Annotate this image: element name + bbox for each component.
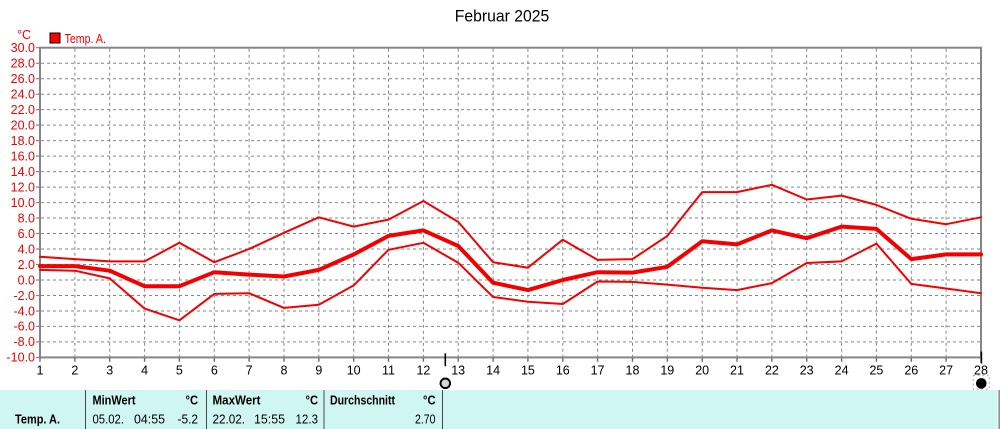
svg-text:3: 3: [106, 364, 113, 378]
svg-text:05.02.: 05.02.: [93, 412, 125, 427]
svg-text:-5.2: -5.2: [178, 412, 199, 427]
svg-text:Februar 2025: Februar 2025: [455, 7, 550, 26]
svg-text:17: 17: [591, 364, 605, 378]
svg-text:°C: °C: [17, 28, 31, 42]
svg-text:20.0: 20.0: [11, 118, 35, 132]
svg-text:2: 2: [71, 364, 78, 378]
svg-text:26: 26: [904, 364, 918, 378]
svg-text:1: 1: [37, 364, 44, 378]
svg-text:22.0: 22.0: [11, 103, 35, 117]
svg-text:16: 16: [556, 364, 570, 378]
svg-text:8: 8: [281, 364, 288, 378]
svg-text:13: 13: [451, 364, 465, 378]
svg-text:2.0: 2.0: [18, 258, 35, 272]
svg-text:°C: °C: [306, 393, 319, 408]
svg-text:Temp. A.: Temp. A.: [65, 32, 107, 46]
svg-text:30.0: 30.0: [11, 41, 35, 55]
svg-text:4.0: 4.0: [18, 242, 35, 256]
svg-text:0.0: 0.0: [18, 273, 35, 287]
svg-text:20: 20: [695, 364, 709, 378]
svg-text:14: 14: [486, 364, 500, 378]
svg-text:22: 22: [765, 364, 779, 378]
svg-text:10.0: 10.0: [11, 196, 35, 210]
svg-text:-4.0: -4.0: [13, 304, 35, 318]
svg-text:11: 11: [382, 364, 395, 378]
svg-text:04:55: 04:55: [134, 412, 165, 427]
svg-text:12.3: 12.3: [296, 412, 319, 427]
svg-text:21: 21: [730, 364, 744, 378]
svg-text:°C: °C: [186, 393, 199, 408]
svg-text:22.02.: 22.02.: [213, 412, 246, 427]
svg-text:24: 24: [835, 364, 849, 378]
svg-text:-6.0: -6.0: [13, 320, 35, 334]
svg-text:4: 4: [141, 364, 148, 378]
svg-text:15:55: 15:55: [254, 412, 285, 427]
svg-text:-8.0: -8.0: [13, 335, 35, 349]
svg-text:9: 9: [315, 364, 322, 378]
svg-text:14.0: 14.0: [11, 165, 35, 179]
svg-text:24.0: 24.0: [11, 88, 35, 102]
svg-text:28.0: 28.0: [11, 57, 35, 71]
svg-text:Temp. A.: Temp. A.: [15, 412, 60, 427]
svg-text:-2.0: -2.0: [13, 289, 35, 303]
svg-text:26.0: 26.0: [11, 72, 35, 86]
svg-text:2.70: 2.70: [415, 412, 436, 427]
svg-text:Durchschnitt: Durchschnitt: [330, 393, 396, 408]
svg-text:23: 23: [800, 364, 814, 378]
svg-text:25: 25: [869, 364, 883, 378]
svg-text:6: 6: [211, 364, 218, 378]
svg-text:15: 15: [521, 364, 535, 378]
svg-text:18: 18: [626, 364, 640, 378]
svg-text:28: 28: [974, 364, 988, 378]
svg-text:12.0: 12.0: [11, 180, 35, 194]
svg-text:18.0: 18.0: [11, 134, 35, 148]
svg-text:19: 19: [660, 364, 674, 378]
svg-text:6.0: 6.0: [18, 227, 35, 241]
svg-text:27: 27: [939, 364, 953, 378]
svg-text:12: 12: [416, 364, 430, 378]
svg-text:°C: °C: [423, 393, 436, 408]
svg-text:5: 5: [176, 364, 183, 378]
svg-text:MaxWert: MaxWert: [213, 393, 262, 408]
svg-text:16.0: 16.0: [11, 149, 35, 163]
svg-text:7: 7: [246, 364, 253, 378]
svg-text:-10.0: -10.0: [7, 351, 36, 365]
svg-text:8.0: 8.0: [18, 211, 35, 225]
svg-text:10: 10: [347, 364, 361, 378]
svg-text:MinWert: MinWert: [93, 393, 137, 408]
